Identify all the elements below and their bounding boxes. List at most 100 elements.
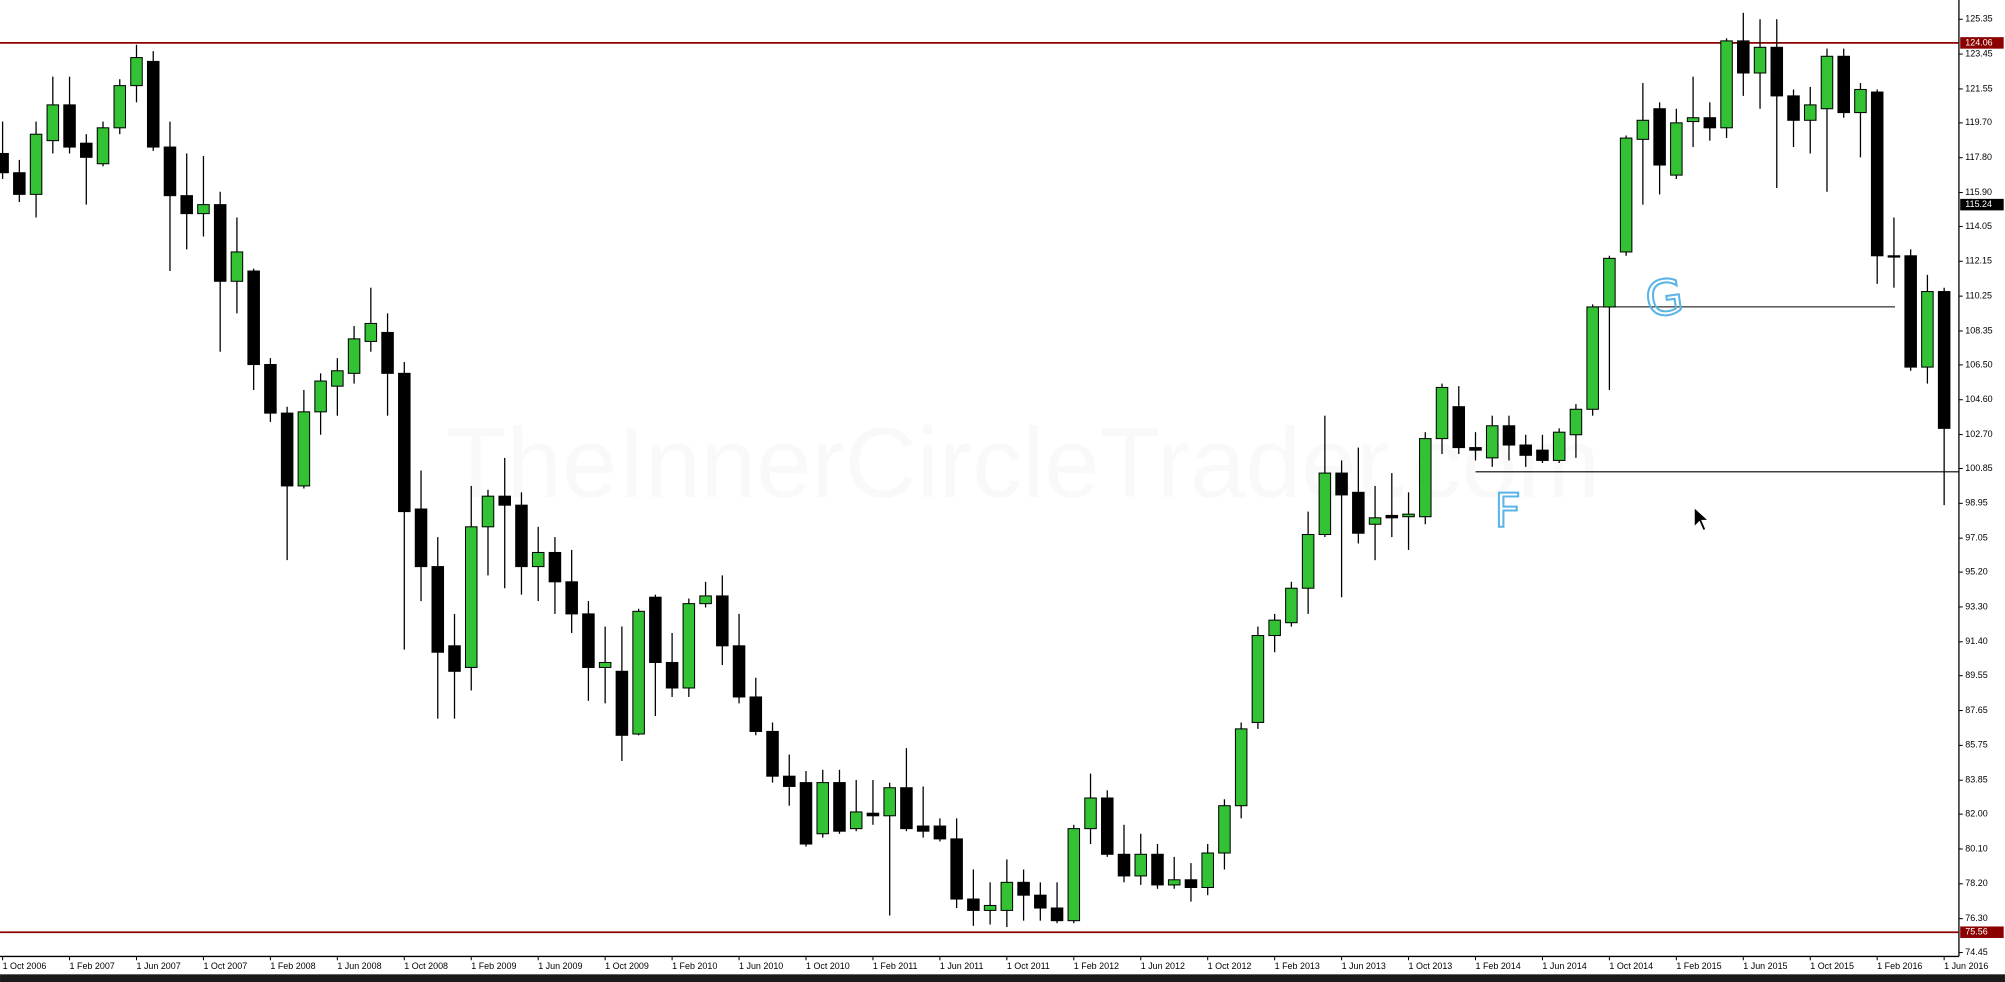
candle-body	[1117, 853, 1131, 877]
candle-body	[1335, 472, 1348, 496]
candle-body	[63, 104, 76, 148]
candle-body	[1084, 797, 1097, 830]
candle-body	[1720, 40, 1733, 129]
y-tick-label: 121.55	[1965, 83, 1992, 93]
candle-body	[464, 526, 478, 668]
candle-body	[1653, 108, 1666, 166]
candle-body	[0, 152, 9, 174]
x-tick-label: 1 Feb 2013	[1275, 961, 1320, 971]
candle-body	[950, 838, 963, 900]
candle-body	[967, 898, 980, 911]
candle-body	[1268, 619, 1281, 637]
candle-body	[565, 581, 578, 615]
y-tick-label: 74.45	[1965, 947, 1987, 957]
candle-body	[1218, 805, 1231, 854]
candle-body	[113, 85, 127, 129]
candle-body	[649, 596, 662, 664]
x-tick-label: 1 Jun 2016	[1944, 961, 1988, 971]
x-tick-label: 1 Oct 2015	[1810, 961, 1854, 971]
candle-body	[1151, 853, 1164, 886]
hand-annotation: G	[1642, 268, 1687, 329]
candle-body	[414, 508, 428, 568]
x-tick-label: 1 Oct 2012	[1208, 961, 1252, 971]
candle-body	[1787, 95, 1800, 121]
x-tick-label: 1 Feb 2009	[471, 961, 516, 971]
candle-body	[1402, 513, 1415, 518]
candle-body	[1770, 46, 1784, 97]
candle-body	[1385, 514, 1399, 519]
candle-body	[782, 775, 796, 787]
candle-body	[29, 133, 43, 195]
candle-body	[398, 372, 411, 513]
x-tick-label: 1 Feb 2010	[672, 961, 717, 971]
y-tick-label: 125.35	[1965, 14, 1992, 24]
candle-body	[531, 551, 545, 568]
plot-area: 125.35 123.45 121.55 119.70 117.80 115.90 114.…	[0, 12, 2004, 971]
candle-body	[230, 251, 244, 282]
candle-body	[1034, 894, 1047, 909]
y-tick-label: 114.05	[1965, 221, 1992, 231]
y-tick-label: 95.20	[1965, 566, 1987, 576]
x-tick-label: 1 Oct 2011	[1007, 961, 1050, 971]
y-tick-label: 117.80	[1965, 152, 1992, 162]
candle-body	[1670, 122, 1683, 176]
x-tick-label: 1 Jun 2015	[1743, 961, 1787, 971]
x-tick-label: 1 Feb 2008	[270, 961, 315, 971]
candle-body	[1318, 472, 1332, 536]
x-tick-label: 1 Feb 2012	[1074, 961, 1119, 971]
candle-body	[1904, 255, 1917, 368]
window-edge	[0, 974, 2005, 982]
candle-body	[1067, 828, 1081, 922]
candle-body	[1536, 449, 1549, 461]
candle-body	[1000, 881, 1014, 911]
candle-body	[180, 195, 193, 215]
candle-body	[13, 172, 26, 195]
candle-body	[615, 670, 629, 736]
candle-body	[1251, 635, 1265, 723]
candle-body	[1619, 137, 1633, 253]
current-price-box	[1960, 198, 2004, 211]
y-tick-label: 97.05	[1965, 533, 1987, 543]
level-price-box	[1960, 926, 2004, 938]
x-tick-label: 1 Feb 2011	[873, 961, 918, 971]
y-tick-label: 93.30	[1965, 601, 1987, 611]
mouse-cursor	[1693, 506, 1710, 532]
x-tick-label: 1 Oct 2010	[806, 961, 850, 971]
x-tick-label: 1 Jun 2012	[1141, 961, 1185, 971]
candle-body	[1485, 425, 1499, 459]
y-tick-label: 112.15	[1965, 256, 1992, 266]
candle-body	[264, 364, 277, 414]
y-tick-label: 115.90	[1965, 187, 1992, 197]
candle-body	[1636, 119, 1650, 140]
x-tick-label: 1 Jun 2010	[739, 961, 783, 971]
x-tick-label: 1 Feb 2015	[1676, 961, 1721, 971]
x-tick-label: 1 Feb 2007	[70, 961, 115, 971]
current-price-label: 115.24	[1965, 199, 1992, 209]
candle-body	[1301, 533, 1315, 589]
candle-body	[799, 782, 813, 845]
candle-body	[833, 782, 846, 832]
candle-body	[1887, 255, 1901, 258]
candle-body	[1502, 425, 1516, 446]
y-tick-label: 98.95	[1965, 498, 1987, 508]
candle-body	[96, 127, 110, 165]
candle-body	[916, 825, 930, 832]
candle-body	[866, 812, 880, 817]
candle-body	[1803, 104, 1817, 121]
candle-body	[515, 504, 528, 568]
candle-body	[816, 782, 830, 835]
x-tick-label: 1 Jun 2009	[538, 961, 582, 971]
candle-body	[314, 380, 327, 413]
y-tick-label: 100.85	[1965, 463, 1992, 473]
candle-body	[749, 696, 763, 732]
candle-body	[1552, 431, 1566, 461]
candle-body	[598, 661, 612, 668]
level-price-label: 75.56	[1965, 927, 1987, 937]
candle-body	[1921, 291, 1934, 368]
y-tick-label: 108.35	[1965, 325, 1992, 335]
y-tick-label: 82.00	[1965, 808, 1987, 818]
candle-body	[1703, 117, 1717, 129]
y-tick-label: 89.55	[1965, 670, 1987, 680]
candle-body	[1452, 406, 1466, 449]
